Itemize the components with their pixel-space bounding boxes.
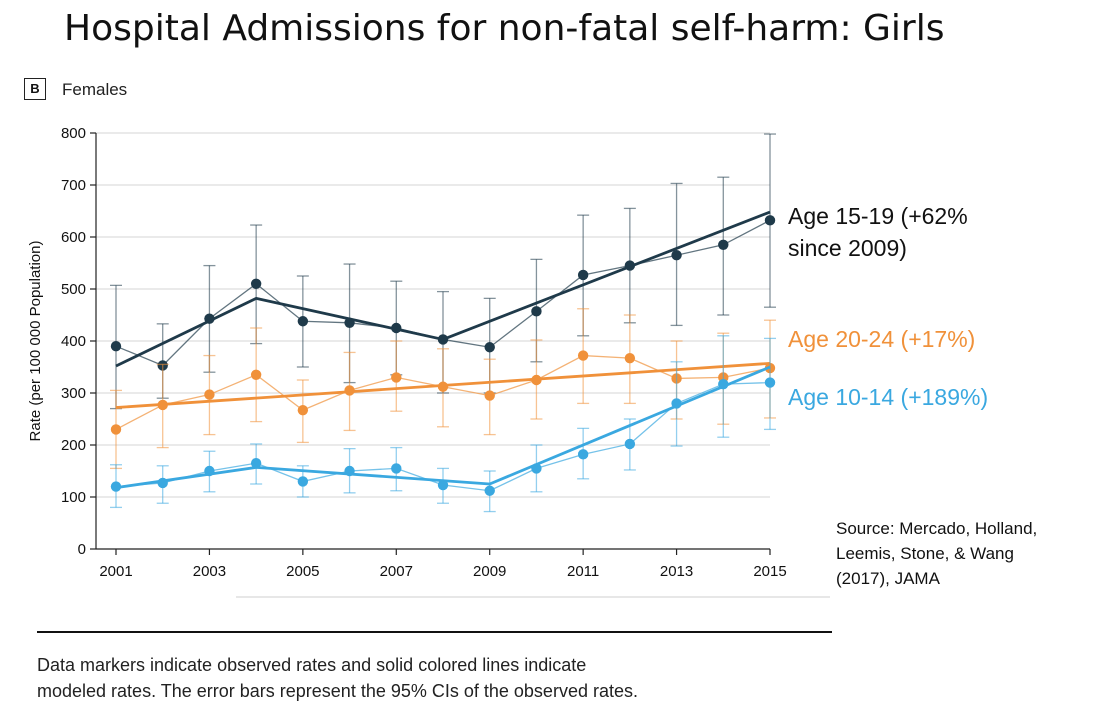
y-tick-label: 600 — [61, 229, 86, 246]
data-point — [531, 306, 542, 317]
data-point — [718, 378, 729, 390]
panel-label: Females — [62, 80, 128, 99]
data-point — [344, 317, 355, 328]
y-tick-label: 100 — [61, 489, 86, 506]
data-point — [110, 424, 122, 435]
data-point — [531, 374, 542, 386]
data-point — [297, 316, 309, 327]
x-tick-label: 2011 — [567, 563, 599, 580]
data-point — [671, 250, 682, 261]
modeled-line — [115, 365, 771, 490]
data-point — [484, 342, 495, 353]
series-label-line: Age 10-14 (+189%) — [788, 384, 988, 410]
data-point — [718, 239, 729, 250]
x-tick-label: 2003 — [193, 563, 226, 580]
y-tick-label: 400 — [61, 333, 86, 350]
data-point — [250, 458, 262, 469]
x-tick-label: 2015 — [753, 563, 786, 580]
y-tick-label: 0 — [78, 541, 86, 558]
y-axis-label: Rate (per 100 000 Population) — [27, 241, 44, 442]
data-point — [110, 481, 122, 492]
data-point — [764, 215, 776, 226]
x-tick-label: 2013 — [660, 563, 693, 580]
data-point — [110, 341, 122, 352]
footnote: Data markers indicate observed rates and… — [37, 655, 638, 701]
data-point — [297, 476, 309, 487]
y-tick-label: 200 — [61, 437, 86, 454]
divider — [37, 631, 832, 633]
data-point — [391, 463, 402, 474]
y-tick-label: 500 — [61, 281, 86, 298]
data-point — [437, 381, 449, 392]
data-point — [204, 465, 215, 477]
y-tick-label: 800 — [61, 125, 86, 142]
data-point — [577, 449, 589, 460]
x-tick-label: 2001 — [99, 563, 132, 580]
series-label: Age 15-19 (+62% since 2009) — [788, 203, 968, 261]
series-label: Age 10-14 (+189%) — [788, 384, 988, 410]
data-point — [624, 352, 636, 364]
data-point — [577, 350, 589, 361]
data-point — [484, 485, 495, 496]
x-tick-label: 2009 — [473, 563, 506, 580]
data-point — [484, 390, 495, 401]
line-chart: 0 100 200 300 400 500 600 700 800 2001 2003 2005 200… — [27, 125, 988, 598]
data-point — [764, 377, 776, 388]
series-label-line: since 2009) — [788, 235, 907, 261]
x-tick-label: 2005 — [286, 563, 319, 580]
data-point — [250, 369, 262, 380]
series-label: Age 20-24 (+17%) — [788, 326, 975, 352]
data-point — [344, 465, 355, 477]
data-point — [624, 260, 636, 271]
data-point — [250, 278, 262, 289]
data-point — [297, 404, 309, 416]
data-point — [437, 479, 449, 491]
page-title: Hospital Admissions for non-fatal self-h… — [64, 8, 945, 49]
data-point — [577, 269, 589, 281]
data-point — [437, 334, 449, 345]
data-point — [157, 477, 168, 489]
data-point — [531, 463, 542, 474]
source-citation: Source: Mercado, Holland, Leemis, Stone,… — [836, 519, 1038, 588]
data-point — [624, 438, 636, 450]
data-point — [344, 385, 355, 396]
panel-badge: B — [24, 78, 46, 100]
data-point — [391, 322, 402, 334]
series-label-line: Age 15-19 (+62% — [788, 203, 968, 229]
data-point — [204, 389, 215, 400]
data-point — [157, 399, 168, 411]
x-tick-label: 2007 — [380, 563, 413, 580]
y-tick-label: 700 — [61, 177, 86, 194]
series-age-10-14 — [110, 335, 776, 513]
data-point — [204, 313, 215, 324]
data-point — [391, 372, 402, 383]
series-label-line: Age 20-24 (+17%) — [788, 326, 975, 352]
y-tick-label: 300 — [61, 385, 86, 402]
data-point — [671, 398, 682, 409]
